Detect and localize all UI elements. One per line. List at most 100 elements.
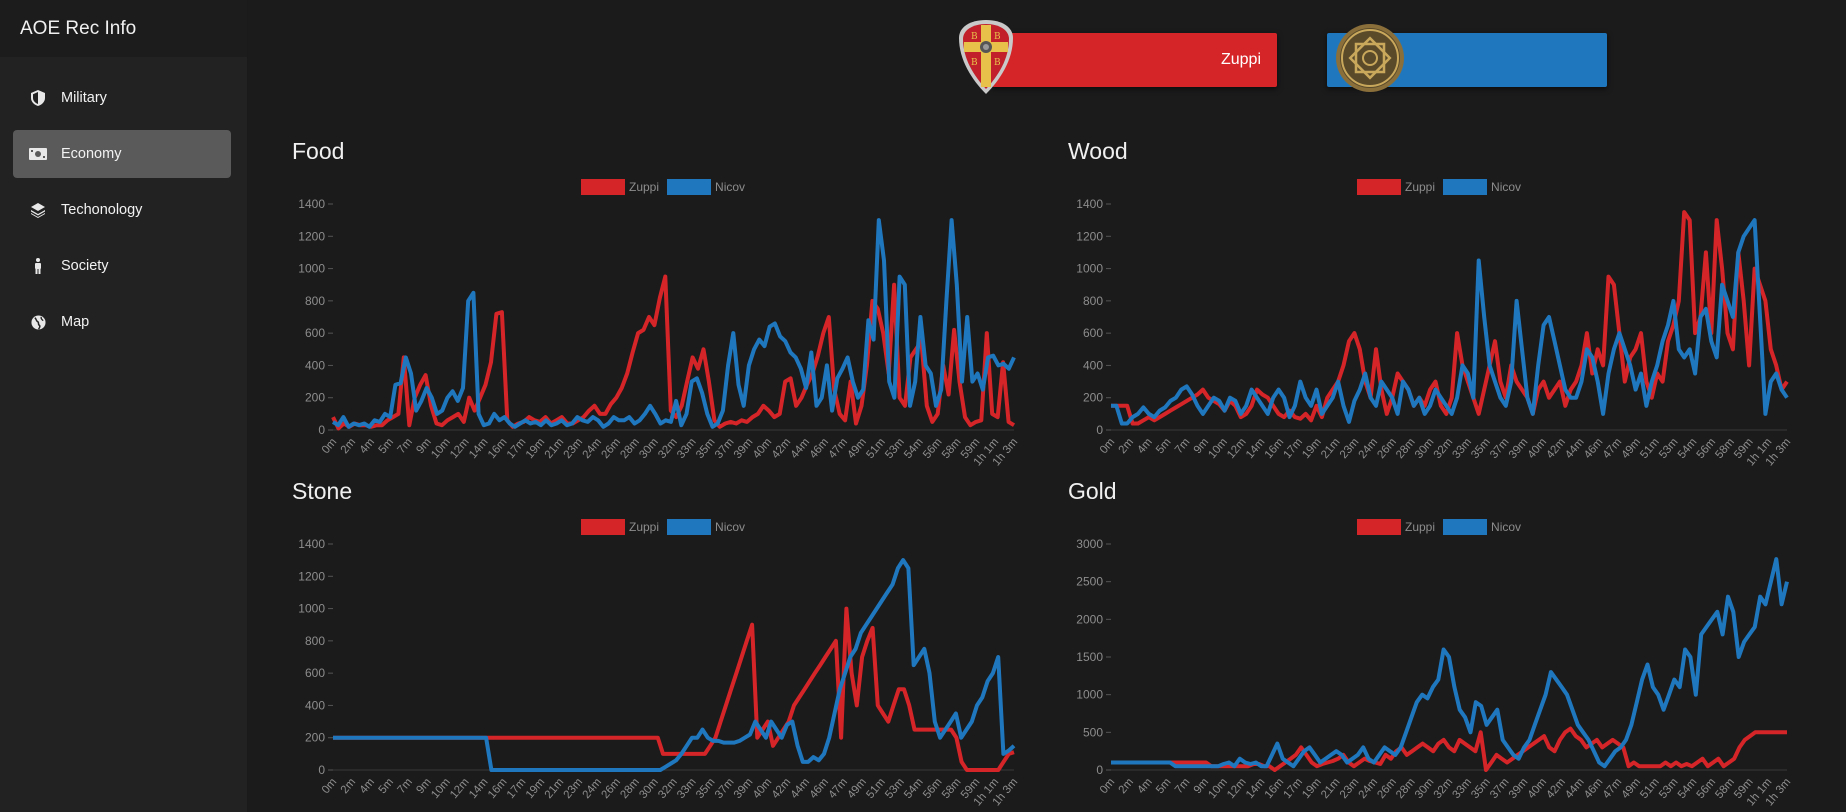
x-tick-label: 49m	[845, 776, 869, 801]
sidebar-item-military[interactable]: Military	[13, 74, 231, 122]
shield-icon	[29, 89, 47, 107]
legend-item-nicov[interactable]: Nicov	[667, 179, 745, 195]
x-tick-label: 49m	[1620, 436, 1644, 461]
x-tick-label: 58m	[1713, 436, 1737, 461]
person-icon	[29, 257, 47, 275]
x-tick-label: 40m	[751, 776, 775, 801]
main-content: Zuppi Nicov B B B B Food Zuppi Nicov 0 200 40…	[248, 0, 1846, 812]
x-tick-label: 17m	[505, 436, 529, 461]
x-tick-label: 35m	[1469, 436, 1493, 461]
food-series-nicov	[331, 218, 1016, 429]
x-tick-label: 47m	[1601, 776, 1625, 801]
x-tick-label: 56m	[921, 436, 945, 461]
x-tick-label: 14m	[1244, 436, 1268, 461]
x-tick-label: 0m	[1098, 436, 1117, 456]
sidebar-item-label: Economy	[61, 146, 122, 162]
sidebar-item-economy[interactable]: Economy	[13, 130, 231, 178]
x-tick-label: 47m	[826, 436, 850, 461]
legend-swatch	[667, 179, 712, 195]
x-tick-label: 28m	[1394, 776, 1418, 801]
x-tick-label: 33m	[1451, 436, 1475, 461]
x-tick-label: 14m	[467, 776, 491, 801]
x-tick-label: 16m	[1263, 776, 1287, 801]
legend-item-zuppi[interactable]: Zuppi	[1357, 519, 1435, 535]
x-tick-label: 12m	[448, 776, 472, 801]
sidebar-item-label: Society	[61, 258, 109, 274]
x-tick-label: 16m	[486, 776, 510, 801]
y-tick-label: 1000	[1076, 262, 1103, 276]
y-tick-label: 1000	[298, 262, 325, 276]
x-tick-label: 33m	[675, 436, 699, 461]
y-tick-label: 400	[305, 698, 325, 712]
x-tick-label: 53m	[1657, 436, 1681, 461]
x-tick-label: 51m	[864, 776, 888, 801]
x-tick-label: 47m	[1601, 436, 1625, 461]
x-tick-label: 37m	[713, 436, 737, 461]
x-tick-label: 10m	[429, 776, 453, 801]
x-tick-label: 40m	[1526, 776, 1550, 801]
x-tick-label: 2m	[339, 436, 358, 456]
x-tick-label: 51m	[1638, 776, 1662, 801]
x-tick-label: 42m	[770, 436, 794, 461]
sidebar: AOE Rec Info Military Economy Techonolog…	[0, 0, 248, 812]
x-tick-label: 42m	[1544, 436, 1568, 461]
stone-chart-title: Stone	[292, 478, 353, 504]
y-tick-label: 800	[305, 634, 325, 648]
legend-label: Zuppi	[629, 180, 660, 194]
star-circle-emblem-icon	[1336, 24, 1404, 92]
app-title[interactable]: AOE Rec Info	[0, 0, 247, 57]
sidebar-item-map[interactable]: Map	[13, 298, 231, 346]
x-tick-label: 53m	[883, 776, 907, 801]
x-tick-label: 24m	[581, 436, 605, 461]
x-tick-label: 5m	[1154, 436, 1173, 456]
y-tick-label: 600	[1083, 326, 1103, 340]
x-tick-label: 51m	[864, 436, 888, 461]
x-tick-label: 49m	[845, 436, 869, 461]
gold-series-nicov	[1111, 557, 1789, 769]
x-tick-label: 32m	[656, 776, 680, 801]
sidebar-item-society[interactable]: Society	[13, 242, 231, 290]
y-tick-label: 1200	[298, 229, 325, 243]
x-tick-label: 28m	[1394, 436, 1418, 461]
x-tick-label: 32m	[1432, 776, 1456, 801]
y-tick-label: 2000	[1076, 612, 1103, 626]
y-tick-label: 2500	[1076, 575, 1103, 589]
y-tick-label: 400	[305, 358, 325, 372]
cross-shield-emblem-icon: B B B B	[959, 20, 1013, 94]
y-tick-label: 200	[305, 731, 325, 745]
legend-item-zuppi[interactable]: Zuppi	[1357, 179, 1435, 195]
y-tick-label: 1400	[298, 537, 325, 551]
sidebar-item-label: Military	[61, 90, 107, 106]
x-tick-label: 10m	[1206, 436, 1230, 461]
sidebar-item-label: Map	[61, 314, 90, 330]
y-tick-label: 1400	[1076, 197, 1103, 211]
x-tick-label: 17m	[1282, 776, 1306, 801]
legend-item-nicov[interactable]: Nicov	[1443, 179, 1521, 195]
x-tick-label: 14m	[467, 436, 491, 461]
x-tick-label: 30m	[1413, 436, 1437, 461]
legend-item-zuppi[interactable]: Zuppi	[581, 179, 659, 195]
x-tick-label: 32m	[656, 436, 680, 461]
x-tick-label: 21m	[1319, 436, 1343, 461]
x-tick-label: 23m	[562, 436, 586, 461]
sidebar-item-techonology[interactable]: Techonology	[13, 186, 231, 234]
y-tick-label: 1000	[298, 602, 325, 616]
wood-series-nicov	[1111, 218, 1789, 426]
legend-item-nicov[interactable]: Nicov	[1443, 519, 1521, 535]
y-tick-label: 1400	[298, 197, 325, 211]
x-tick-label: 19m	[524, 776, 548, 801]
x-tick-label: 26m	[599, 436, 623, 461]
legend-label: Zuppi	[629, 520, 660, 534]
y-tick-label: 0	[318, 763, 325, 777]
x-tick-label: 51m	[1638, 436, 1662, 461]
x-tick-label: 12m	[448, 436, 472, 461]
x-tick-label: 56m	[1695, 436, 1719, 461]
legend-swatch	[581, 179, 625, 195]
x-tick-label: 46m	[808, 776, 832, 801]
stone-series-nicov	[333, 558, 1016, 772]
legend-item-nicov[interactable]: Nicov	[667, 519, 745, 535]
x-tick-label: 5m	[377, 436, 396, 456]
legend-item-zuppi[interactable]: Zuppi	[581, 519, 659, 535]
x-tick-label: 39m	[1507, 436, 1531, 461]
